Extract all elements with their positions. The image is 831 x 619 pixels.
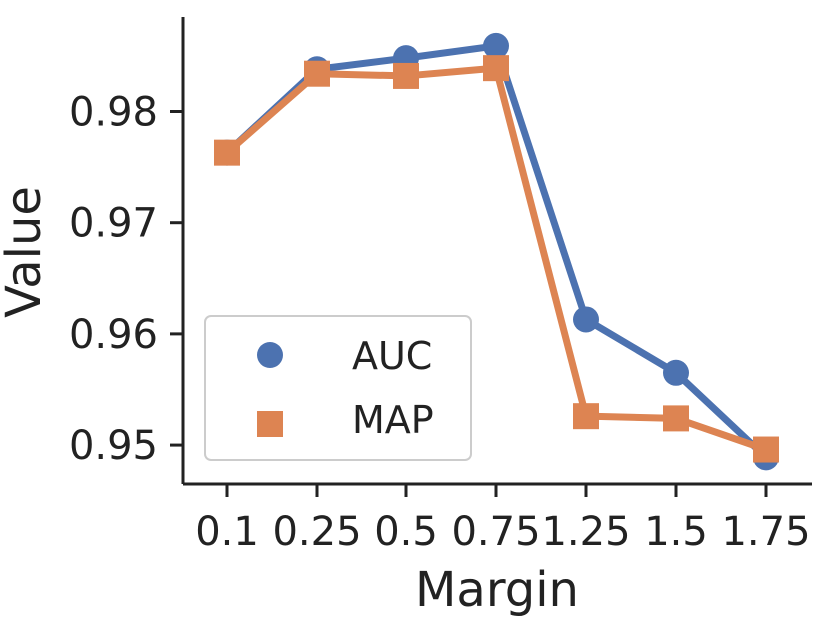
x-tick-label: 1.5 — [644, 509, 708, 555]
y-tick-label: 0.98 — [69, 90, 158, 136]
data-point-auc — [573, 306, 599, 333]
y-tick-label: 0.96 — [69, 312, 158, 358]
x-axis-title: Margin — [415, 562, 579, 618]
legend: AUC MAP — [204, 315, 472, 461]
x-tick-label: 1.75 — [721, 509, 810, 555]
data-point-auc — [663, 359, 689, 386]
x-tick-label: 1.25 — [541, 509, 630, 555]
x-tick-label: 0.75 — [451, 509, 540, 555]
legend-label-auc: AUC — [352, 334, 432, 378]
data-point-map — [393, 62, 419, 89]
data-point-map — [573, 403, 599, 430]
y-tick-label: 0.95 — [69, 423, 158, 469]
data-point-map — [663, 405, 689, 432]
legend-marker-auc — [257, 342, 283, 368]
y-axis-title: Value — [0, 186, 52, 318]
ticks: 0.1 0.25 0.5 0.75 1.25 1.5 1.75 0.95 0.96 0.97 0.9… — [69, 90, 811, 555]
legend-marker-map — [257, 411, 283, 437]
legend-label-map: MAP — [352, 398, 434, 442]
data-point-map — [304, 60, 330, 87]
data-point-map — [483, 55, 509, 82]
x-tick-label: 0.5 — [374, 509, 438, 555]
series-layer — [214, 32, 779, 471]
data-point-auc — [483, 32, 509, 59]
x-tick-label: 0.1 — [195, 509, 259, 555]
y-tick-label: 0.97 — [69, 201, 158, 247]
data-point-map — [214, 139, 240, 166]
x-tick-label: 0.25 — [272, 509, 361, 555]
data-point-map — [753, 436, 779, 463]
